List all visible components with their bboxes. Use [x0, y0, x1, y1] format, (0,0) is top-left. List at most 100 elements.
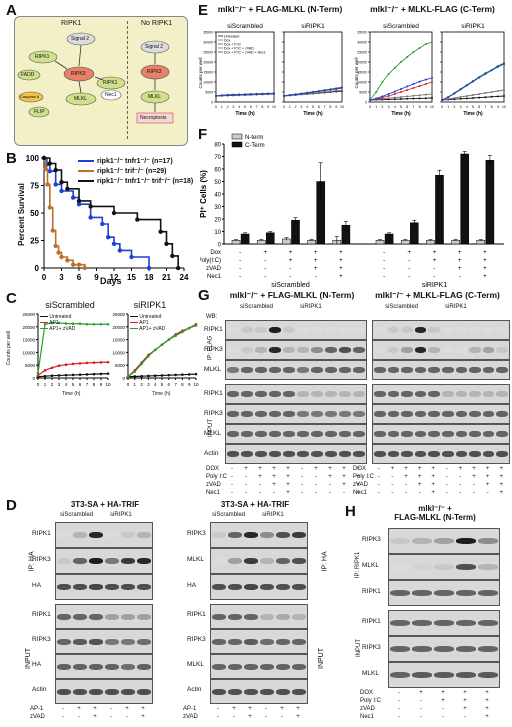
tc-series-point-1	[43, 374, 47, 378]
treat-sign: +	[272, 482, 276, 488]
e-series-point-2	[459, 96, 462, 98]
e-series-point-3	[424, 83, 427, 85]
tc-series-point-3	[71, 322, 75, 326]
e-series-point-1	[472, 97, 474, 99]
treat-sign: +	[272, 474, 276, 480]
blot-band	[311, 431, 323, 437]
e-ytick-label: 10000	[357, 81, 367, 85]
blot-band	[105, 584, 119, 590]
blot-band	[434, 646, 454, 652]
blot-g-left-ip-ripk1	[225, 320, 367, 340]
d-right-input-label-3: MLKL	[187, 661, 204, 668]
blot-band	[269, 391, 281, 397]
treat-label-ap1: AP-1	[30, 706, 44, 712]
tc-series-point-1	[106, 372, 110, 375]
blot-g-left-ip-ripk3	[225, 340, 367, 360]
treat-sign: -	[110, 714, 112, 720]
g-input-label-2: RIPK3	[204, 410, 223, 417]
treat-label-dox: DOX	[353, 466, 367, 472]
blot-band	[456, 620, 476, 626]
b-ytick-label: 25	[30, 237, 39, 246]
tc-xtick-label: 5	[161, 382, 164, 387]
f-treat-sign: +	[458, 265, 462, 272]
panel-d-left-title: 3T3-SA + HA-TRIF	[70, 500, 140, 509]
f-bar-cterm	[485, 160, 495, 245]
f-legend-label-2: C-Term	[245, 143, 265, 149]
e-series-point-3	[412, 87, 415, 89]
blot-band	[276, 663, 290, 670]
panel-letter-a: A	[6, 2, 17, 19]
e-series-point-5	[459, 88, 462, 91]
f-treat-sign: +	[483, 273, 487, 280]
e-series-point-2	[490, 91, 493, 93]
lane-row	[389, 620, 499, 626]
treat-sign: -	[217, 706, 219, 712]
b-series-point-3	[88, 204, 93, 209]
blot-d-left-ip-ripk1	[55, 522, 153, 548]
e-ytick-label: 30000	[203, 41, 213, 45]
lane-row	[56, 558, 152, 564]
b-series-point-1	[59, 188, 64, 194]
treat-sign: -	[110, 706, 112, 712]
treat-sign: -	[391, 490, 394, 496]
f-treat-sign: -	[383, 249, 385, 256]
blot-band	[292, 532, 306, 538]
lane-row	[56, 532, 152, 538]
blot-band	[455, 367, 468, 373]
e-series-point-5	[369, 99, 371, 101]
blot-d-right-ip-ha	[210, 574, 308, 600]
e-series-point-1	[490, 95, 493, 98]
blot-band	[292, 638, 306, 645]
blot-band	[283, 347, 295, 353]
treat-sign: +	[417, 466, 422, 472]
blot-band	[73, 532, 87, 538]
treat-sign: +	[286, 474, 290, 480]
blot-band	[227, 327, 239, 333]
blot-band	[434, 620, 454, 626]
e-series-point-5	[261, 92, 264, 95]
blot-band	[325, 327, 337, 333]
blot-band	[89, 613, 103, 620]
f-bar-cterm	[410, 222, 419, 245]
lane-row	[211, 558, 307, 564]
blot-band	[137, 532, 151, 538]
blot-band	[228, 584, 242, 590]
blot-band	[311, 347, 323, 353]
tc-series-point-3	[106, 322, 110, 326]
blot-band	[482, 451, 495, 457]
treat-sign: +	[342, 474, 346, 480]
blot-band	[227, 411, 239, 417]
blot-band	[428, 451, 440, 457]
treat-sign: +	[499, 482, 503, 488]
f-treat-sign: +	[339, 273, 343, 280]
treat-sign: -	[398, 698, 400, 704]
blot-band	[283, 451, 295, 457]
lane-row	[389, 538, 499, 544]
f-treat-sign: -	[239, 265, 241, 272]
b-series-point-3	[53, 167, 58, 173]
treat-sign: -	[377, 466, 380, 472]
blot-band	[121, 638, 135, 645]
blot-band	[387, 431, 400, 437]
treat-sign: +	[417, 482, 422, 488]
tc-ytick-label: 5000	[25, 363, 36, 368]
tc-xtick-label: 0	[127, 382, 130, 387]
blot-band	[297, 367, 309, 373]
tc-series-point-1	[167, 373, 171, 377]
b-series-point-1	[146, 265, 152, 271]
treat-sign: +	[404, 466, 408, 472]
treat-label-dox: DOX	[206, 466, 220, 472]
treat-sign: -	[231, 482, 233, 488]
tc-series-point-1	[71, 373, 75, 377]
f-group-label-2: siRIPK1	[422, 282, 447, 289]
label-ripk1-mid: RIPK1	[103, 80, 118, 86]
blot-band	[414, 411, 427, 417]
treat-sign: -	[398, 706, 400, 712]
blot-band	[412, 672, 432, 678]
blot-band	[297, 391, 309, 397]
blot-d-left-input-ha	[55, 654, 153, 679]
e-xtick-label: 1	[375, 105, 377, 109]
panel-b-legend: ripk1⁻/⁻ tnfr1⁻/⁻ (n=17) ripk1⁻/⁻ trif⁻/…	[78, 156, 198, 186]
blot-band	[455, 411, 468, 417]
f-treat-sign: -	[408, 257, 410, 264]
